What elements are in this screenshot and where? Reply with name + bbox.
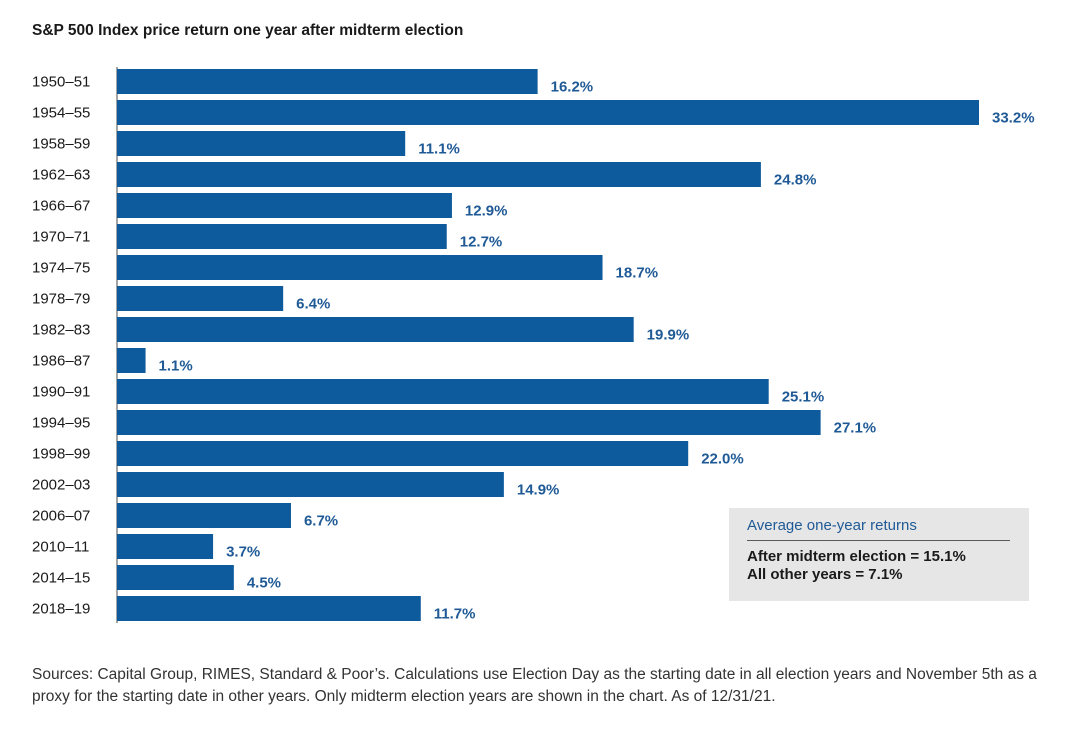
bar: [117, 100, 979, 125]
average-returns-box: Average one-year returns After midterm e…: [729, 508, 1029, 601]
bar-value-label: 3.7%: [226, 544, 260, 561]
average-returns-title: Average one-year returns: [747, 517, 917, 534]
category-label: 1970–71: [32, 229, 90, 246]
category-label: 1978–79: [32, 291, 90, 308]
bar: [117, 379, 769, 404]
bar-value-label: 6.4%: [296, 296, 330, 313]
bar-chart: 1950–51 16.2% 1954–55 33.2% 1958–59 11.1% 1962…: [32, 67, 1035, 623]
category-label: 1962–63: [32, 167, 90, 184]
average-returns-other: All other years = 7.1%: [747, 566, 903, 583]
bar: [117, 565, 234, 590]
category-label: 1986–87: [32, 353, 90, 370]
bar-value-label: 16.2%: [551, 79, 594, 96]
chart-title: S&P 500 Index price return one year afte…: [32, 22, 464, 39]
bar: [117, 472, 504, 497]
bar: [117, 348, 146, 373]
category-label: 2002–03: [32, 477, 90, 494]
bar-value-label: 12.7%: [460, 234, 503, 251]
bar-value-label: 11.7%: [434, 606, 476, 623]
bar: [117, 69, 538, 94]
category-label: 2010–11: [32, 539, 89, 556]
category-label: 2014–15: [32, 570, 90, 587]
bar-value-label: 18.7%: [616, 265, 659, 282]
bar: [117, 503, 291, 528]
bar: [117, 193, 452, 218]
bar: [117, 596, 421, 621]
bar-value-label: 12.9%: [465, 203, 508, 220]
bar-value-label: 19.9%: [647, 327, 690, 344]
bar: [117, 534, 214, 559]
bar-value-label: 33.2%: [992, 110, 1035, 127]
bar-value-label: 14.9%: [517, 482, 560, 499]
category-label: 2006–07: [32, 508, 90, 525]
bar: [117, 317, 634, 342]
category-label: 1966–67: [32, 198, 90, 215]
bar: [117, 255, 603, 280]
category-label: 2018–19: [32, 601, 90, 618]
bar-value-label: 1.1%: [159, 358, 193, 375]
category-label: 1982–83: [32, 322, 90, 339]
bar: [117, 410, 821, 435]
bar-value-label: 4.5%: [247, 575, 281, 592]
category-label: 1950–51: [32, 74, 90, 91]
bar-value-label: 25.1%: [782, 389, 825, 406]
bar: [117, 131, 406, 156]
bar-value-label: 6.7%: [304, 513, 338, 530]
average-returns-divider: [747, 540, 1010, 541]
category-label: 1958–59: [32, 136, 90, 153]
bar-value-label: 24.8%: [774, 172, 817, 189]
category-label: 1990–91: [32, 384, 90, 401]
category-label: 1954–55: [32, 105, 90, 122]
bar-value-label: 11.1%: [418, 141, 460, 158]
bar: [117, 286, 284, 311]
category-label: 1994–95: [32, 415, 90, 432]
bar: [117, 441, 689, 466]
bar: [117, 224, 447, 249]
bar-value-label: 27.1%: [834, 420, 877, 437]
category-label: 1974–75: [32, 260, 90, 277]
average-returns-midterm: After midterm election = 15.1%: [747, 548, 966, 565]
bar-value-label: 22.0%: [701, 451, 744, 468]
sources-footnote: Sources: Capital Group, RIMES, Standard …: [32, 666, 1037, 705]
bar: [117, 162, 761, 187]
category-label: 1998–99: [32, 446, 90, 463]
